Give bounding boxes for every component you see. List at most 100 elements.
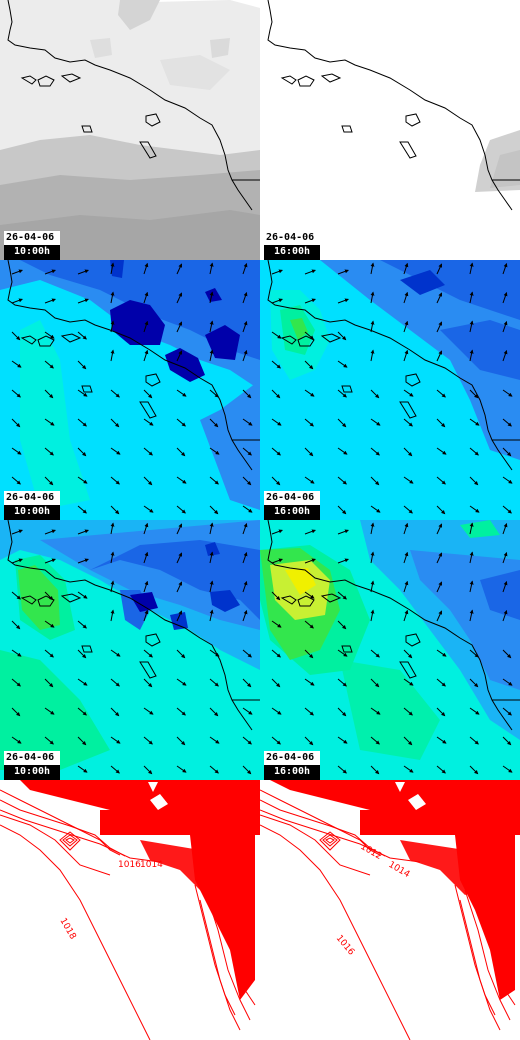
wind-arrow <box>44 649 54 658</box>
wind-arrow <box>502 418 512 427</box>
wind-arrow <box>370 320 375 333</box>
wind-arrow <box>44 707 55 715</box>
wind-arrow <box>403 551 409 564</box>
wind-arrows <box>271 262 513 515</box>
wind-arrow <box>209 476 219 485</box>
wind-arrow <box>436 321 443 333</box>
wind-arrow <box>304 620 314 629</box>
wind-arrow <box>502 505 512 514</box>
wind-arrow <box>370 389 380 399</box>
wind-arrow <box>77 620 87 629</box>
wind-arrow <box>209 389 219 398</box>
wind-arrow <box>11 736 22 744</box>
wind-arrow <box>403 291 409 304</box>
wind-arrow <box>271 529 283 535</box>
wind-arrow <box>502 262 508 275</box>
time-label: 10:00h <box>4 245 60 260</box>
wind-arrow <box>143 522 149 535</box>
wind-arrow <box>370 678 380 688</box>
wind-arrow <box>370 609 375 622</box>
wind-arrow <box>337 558 349 564</box>
wind-arrow <box>469 262 474 275</box>
map-panel-pressure-10h: 1016 1014 1018 <box>0 780 260 1040</box>
wind-arrow <box>176 476 187 484</box>
wind-arrow <box>370 418 381 426</box>
wind-arrow <box>271 649 281 658</box>
wind-arrow <box>143 291 149 304</box>
wind-arrow <box>143 678 153 688</box>
wind-arrow <box>44 591 54 601</box>
wind-arrow <box>370 349 375 362</box>
wind-arrow <box>403 765 414 773</box>
wind-arrow <box>304 298 316 304</box>
wind-arrow <box>469 707 480 715</box>
wind-arrow <box>11 649 22 657</box>
wind-arrow <box>77 360 87 370</box>
time-label: 16:00h <box>264 245 320 260</box>
wind-arrow <box>304 331 314 340</box>
wind-arrow <box>176 447 186 457</box>
wind-arrow <box>176 263 183 275</box>
wind-arrow <box>271 298 283 304</box>
map-panel-wind-b-16h: 26-04-06 16:00h <box>260 520 520 780</box>
wind-arrow <box>502 765 513 773</box>
wind-arrow <box>242 649 252 658</box>
wind-arrow <box>77 389 88 397</box>
time-label: 10:00h <box>4 765 60 780</box>
wind-arrow <box>242 320 248 333</box>
wind-arrow <box>44 476 54 486</box>
wind-arrow <box>469 447 479 456</box>
wind-arrow <box>502 476 513 484</box>
wind-arrow <box>143 551 149 564</box>
wind-arrow <box>44 558 56 564</box>
date-label: 26-04-06 <box>4 491 60 505</box>
wind-arrow <box>44 360 54 369</box>
wind-arrow <box>304 736 314 746</box>
wind-arrow <box>242 707 253 715</box>
wind-arrow <box>143 736 153 745</box>
wind-arrow <box>370 649 380 658</box>
wind-arrow <box>77 476 88 484</box>
isobar-label: 1014 <box>140 860 163 870</box>
timestamp-label: 26-04-06 16:00h <box>264 231 320 260</box>
wind-arrow <box>403 447 413 457</box>
wind-arrow <box>436 736 447 744</box>
wind-arrow <box>77 736 87 746</box>
wind-arrow <box>271 360 281 369</box>
wind-arrow <box>209 678 219 687</box>
wind-arrow <box>110 551 115 564</box>
wind-arrow <box>436 389 446 398</box>
wind-arrow <box>176 350 183 362</box>
wind-arrow <box>469 736 479 745</box>
wind-arrow <box>502 736 512 746</box>
wind-arrow <box>143 447 153 456</box>
wind-arrow <box>77 707 87 716</box>
wind-arrow <box>469 678 479 688</box>
timestamp-label: 26-04-06 16:00h <box>264 491 320 520</box>
wind-arrow <box>44 620 55 628</box>
wind-arrow <box>403 522 409 535</box>
wind-arrow <box>176 505 186 514</box>
wind-arrow <box>370 522 375 535</box>
wind-arrow <box>403 262 409 275</box>
wind-arrow <box>304 418 314 427</box>
wind-arrows <box>11 262 253 515</box>
wind-arrow <box>110 447 121 455</box>
wind-arrow <box>304 591 315 599</box>
wind-arrow <box>304 707 314 716</box>
wind-arrow <box>143 320 149 333</box>
wind-arrow <box>271 591 281 601</box>
wind-arrow <box>436 765 446 774</box>
wind-arrow <box>11 331 21 341</box>
wind-arrow <box>242 476 252 486</box>
wind-arrow <box>436 678 446 687</box>
wind-arrow <box>370 765 380 775</box>
wind-arrow <box>469 551 474 564</box>
wind-arrow <box>209 580 214 593</box>
wind-arrow <box>469 649 479 658</box>
time-label: 10:00h <box>4 505 60 520</box>
wind-arrow <box>469 505 480 513</box>
wind-arrow <box>209 649 220 657</box>
wind-arrow <box>502 678 513 686</box>
wind-arrow <box>337 505 347 515</box>
